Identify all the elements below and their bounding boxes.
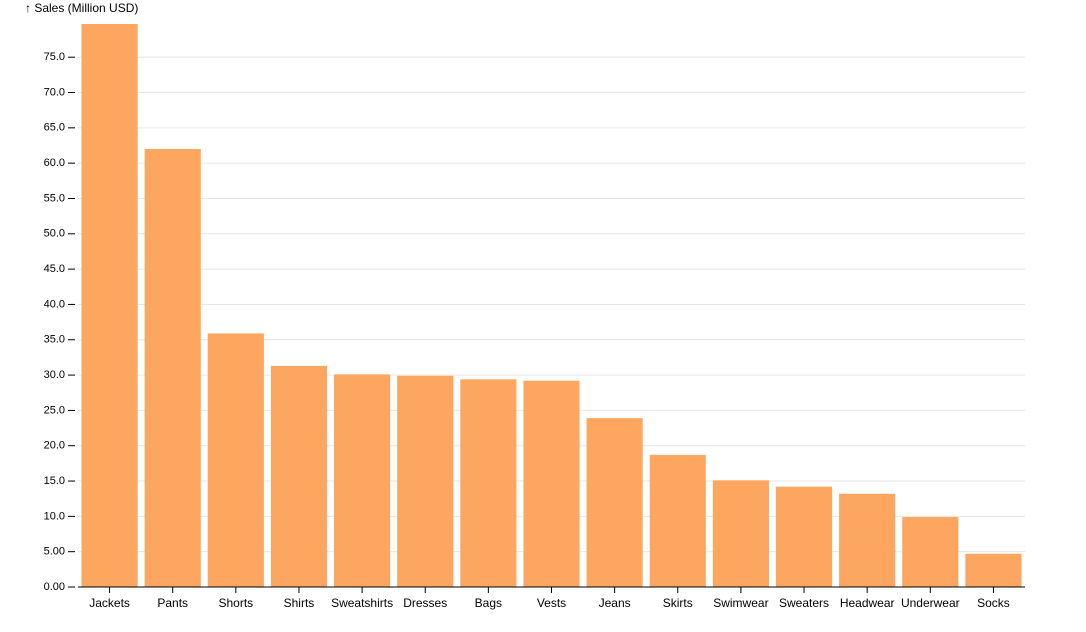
bar xyxy=(965,553,1022,587)
x-tick-label: Jeans xyxy=(599,596,631,610)
bar xyxy=(81,24,138,587)
x-tick-label: Bags xyxy=(475,596,502,610)
bar xyxy=(712,480,769,587)
x-tick-label: Skirts xyxy=(663,596,693,610)
y-tick-label: 45.0 xyxy=(44,263,65,275)
x-tick-label: Underwear xyxy=(901,596,960,610)
y-tick-label: 40.0 xyxy=(44,298,65,310)
bar xyxy=(334,374,391,587)
y-tick-label: 10.0 xyxy=(44,510,65,522)
y-tick-label: 50.0 xyxy=(44,228,65,240)
y-tick-label: 55.0 xyxy=(44,192,65,204)
x-tick-label: Shirts xyxy=(284,596,315,610)
x-tick-label: Shorts xyxy=(218,596,253,610)
y-tick-label: 5.00 xyxy=(44,546,65,558)
bar xyxy=(902,517,959,587)
y-tick-label: 25.0 xyxy=(44,404,65,416)
bar xyxy=(775,486,833,587)
y-tick-label: 20.0 xyxy=(44,440,65,452)
y-tick-label: 35.0 xyxy=(44,334,65,346)
x-tick-label: Dresses xyxy=(403,596,447,610)
x-tick-label: Sweatshirts xyxy=(331,596,393,610)
y-tick-label: 65.0 xyxy=(44,122,65,134)
bar xyxy=(270,365,328,587)
bar xyxy=(523,380,580,587)
bar xyxy=(460,379,517,587)
bar xyxy=(207,333,264,587)
x-tick-label: Pants xyxy=(157,596,188,610)
bar xyxy=(144,149,201,587)
y-tick-label: 60.0 xyxy=(44,157,65,169)
x-tick-label: Socks xyxy=(977,596,1010,610)
x-tick-label: Vests xyxy=(537,596,566,610)
x-tick-label: Jackets xyxy=(89,596,130,610)
x-tick-label: Swimwear xyxy=(713,596,768,610)
y-tick-label: 30.0 xyxy=(44,369,65,381)
bar xyxy=(586,418,643,587)
y-axis-title: ↑ Sales (Million USD) xyxy=(25,1,138,15)
bar xyxy=(397,375,454,587)
x-tick-label: Headwear xyxy=(840,596,895,610)
bar xyxy=(839,493,896,587)
y-tick-label: 15.0 xyxy=(44,475,65,487)
bar xyxy=(649,454,706,587)
y-tick-label: 70.0 xyxy=(44,86,65,98)
x-tick-label: Sweaters xyxy=(779,596,829,610)
y-tick-label: 0.00 xyxy=(44,581,65,593)
y-tick-label: 75.0 xyxy=(44,51,65,63)
